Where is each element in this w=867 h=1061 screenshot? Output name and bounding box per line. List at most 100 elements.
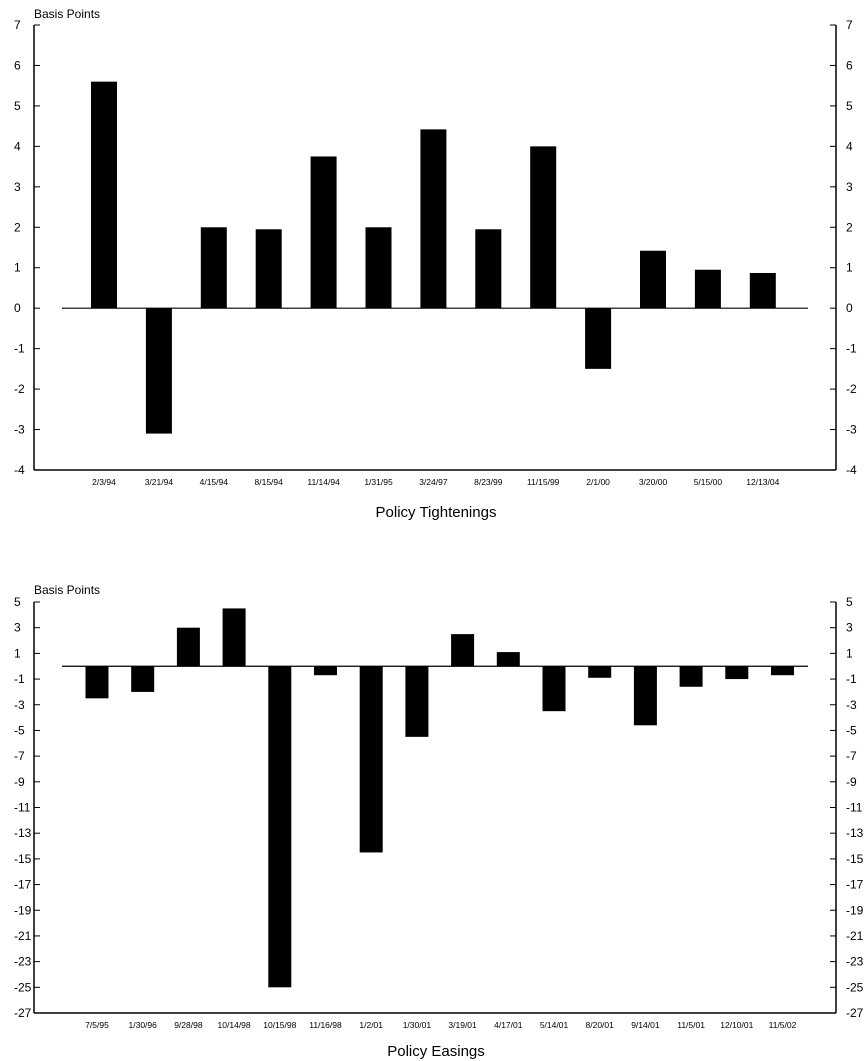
tightenings-y-tick-label-right: 2 <box>846 220 853 234</box>
tightenings-y-tick-label: -4 <box>14 463 25 477</box>
easings-bar <box>405 666 429 737</box>
easings-y-tick-label-right: 3 <box>846 621 853 635</box>
easings-x-tick-label: 1/30/96 <box>129 1020 158 1030</box>
easings-y-tick-label-right: -1 <box>846 672 857 686</box>
tightenings-y-tick-label: 0 <box>14 301 21 315</box>
tightenings-x-tick-label: 8/23/99 <box>474 477 503 487</box>
easings-y-tick-label-right: -3 <box>846 698 857 712</box>
tightenings-x-tick-label: 1/31/95 <box>364 477 393 487</box>
easings-x-tick-label: 7/5/95 <box>85 1020 109 1030</box>
tightenings-y-tick-label-right: 3 <box>846 180 853 194</box>
tightenings-y-tick-label: -2 <box>14 382 25 396</box>
easings-bar <box>176 627 200 667</box>
tightenings-x-tick-label: 12/13/04 <box>746 477 779 487</box>
easings-bar <box>496 652 520 667</box>
easings-bar <box>679 666 703 687</box>
easings-y-tick-label: 5 <box>14 595 21 609</box>
tightenings-chart: Basis Points Policy Tightenings 7 7 6 6 5 5 4 4… <box>14 7 857 521</box>
easings-x-tick-label: 11/5/01 <box>677 1020 705 1030</box>
tightenings-x-tick-label: 2/3/94 <box>92 477 116 487</box>
tightenings-y-tick-label-right: 7 <box>846 18 853 32</box>
tightenings-x-tick-label: 11/15/99 <box>527 477 560 487</box>
easings-y-tick-label-right: -9 <box>846 775 857 789</box>
easings-x-tick-label: 12/10/01 <box>720 1020 753 1030</box>
tightenings-bar <box>145 308 172 434</box>
tightenings-bar <box>694 269 721 309</box>
easings-y-tick-label: -15 <box>14 852 32 866</box>
easings-x-tick-label: 11/5/02 <box>769 1020 797 1030</box>
tightenings-y-tick-label-right: 1 <box>846 261 853 275</box>
easings-x-tick-label: 10/15/98 <box>263 1020 296 1030</box>
easings-y-tick-label-right: -21 <box>846 929 864 943</box>
tightenings-x-axis-title: Policy Tightenings <box>376 504 497 521</box>
easings-y-tick-label: 3 <box>14 621 21 635</box>
tightenings-x-tick-label: 3/24/97 <box>419 477 448 487</box>
easings-y-tick-label-right: -11 <box>846 801 863 815</box>
tightenings-y-unit-label: Basis Points <box>34 7 100 21</box>
tightenings-y-tick-label-right: -4 <box>846 463 857 477</box>
tightenings-x-tick-label: 2/1/00 <box>586 477 610 487</box>
tightenings-y-tick-label: 4 <box>14 139 21 153</box>
easings-x-tick-label: 4/17/01 <box>494 1020 523 1030</box>
tightenings-bar <box>200 227 227 309</box>
tightenings-y-tick-label-right: -2 <box>846 382 857 396</box>
tightenings-bar <box>420 129 447 309</box>
tightenings-bar <box>365 227 392 309</box>
tightenings-x-tick-label: 11/14/94 <box>307 477 340 487</box>
easings-y-tick-label: -5 <box>14 723 25 737</box>
easings-y-tick-label: -19 <box>14 903 32 917</box>
tightenings-bar <box>585 308 612 369</box>
easings-bar <box>268 666 292 988</box>
tightenings-y-tick-label: -3 <box>14 423 25 437</box>
easings-y-tick-label: -13 <box>14 826 32 840</box>
easings-x-tick-label: 1/30/01 <box>403 1020 432 1030</box>
tightenings-y-tick-label-right: -1 <box>846 342 857 356</box>
easings-y-unit-label: Basis Points <box>34 583 100 597</box>
tightenings-bar <box>91 81 117 309</box>
easings-y-tick-label-right: -25 <box>846 980 864 994</box>
tightenings-bar <box>310 156 337 309</box>
easings-x-tick-label: 1/2/01 <box>359 1020 383 1030</box>
easings-y-tick-label-right: -7 <box>846 749 857 763</box>
easings-y-tick-label: -1 <box>14 672 25 686</box>
tightenings-y-tick-label-right: 6 <box>846 58 853 72</box>
easings-y-tick-label-right: -23 <box>846 955 864 969</box>
easings-y-tick-label-right: -17 <box>846 878 864 892</box>
easings-y-tick-label-right: -5 <box>846 723 857 737</box>
easings-x-tick-label: 10/14/98 <box>218 1020 251 1030</box>
easings-chart: Basis Points Policy Easings 5 5 3 3 1 1 -1 -1 -3… <box>14 583 864 1060</box>
easings-y-tick-label-right: 5 <box>846 595 853 609</box>
tightenings-x-tick-label: 3/21/94 <box>145 477 174 487</box>
tightenings-bar <box>475 229 502 309</box>
easings-y-tick-label: -9 <box>14 775 25 789</box>
easings-x-tick-label: 9/14/01 <box>631 1020 660 1030</box>
easings-y-tick-label: -27 <box>14 1006 32 1020</box>
easings-y-tick-label: 1 <box>14 646 21 660</box>
easings-y-tick-label: -3 <box>14 698 25 712</box>
easings-bar <box>131 666 155 692</box>
tightenings-bar <box>749 272 776 309</box>
easings-bar <box>588 666 612 678</box>
easings-x-axis-title: Policy Easings <box>387 1043 485 1060</box>
tightenings-y-tick-label: -1 <box>14 342 25 356</box>
easings-bar <box>314 666 337 676</box>
easings-bar <box>85 666 109 699</box>
easings-bar <box>359 666 383 853</box>
easings-y-tick-label-right: -27 <box>846 1006 864 1020</box>
tightenings-y-tick-label: 3 <box>14 180 21 194</box>
easings-bar <box>725 666 749 680</box>
easings-y-tick-label-right: 1 <box>846 646 853 660</box>
tightenings-bar <box>255 229 282 309</box>
easings-y-tick-label: -23 <box>14 955 32 969</box>
easings-x-tick-label: 11/16/98 <box>309 1020 342 1030</box>
easings-x-tick-label: 5/14/01 <box>540 1020 569 1030</box>
easings-x-tick-label: 9/28/98 <box>174 1020 203 1030</box>
tightenings-x-tick-label: 8/15/94 <box>255 477 284 487</box>
easings-y-tick-label: -11 <box>14 801 31 815</box>
easings-bar <box>451 634 475 667</box>
tightenings-bar <box>640 250 666 309</box>
tightenings-y-tick-label: 6 <box>14 58 21 72</box>
easings-x-tick-label: 3/19/01 <box>448 1020 477 1030</box>
easings-y-tick-label: -25 <box>14 980 32 994</box>
